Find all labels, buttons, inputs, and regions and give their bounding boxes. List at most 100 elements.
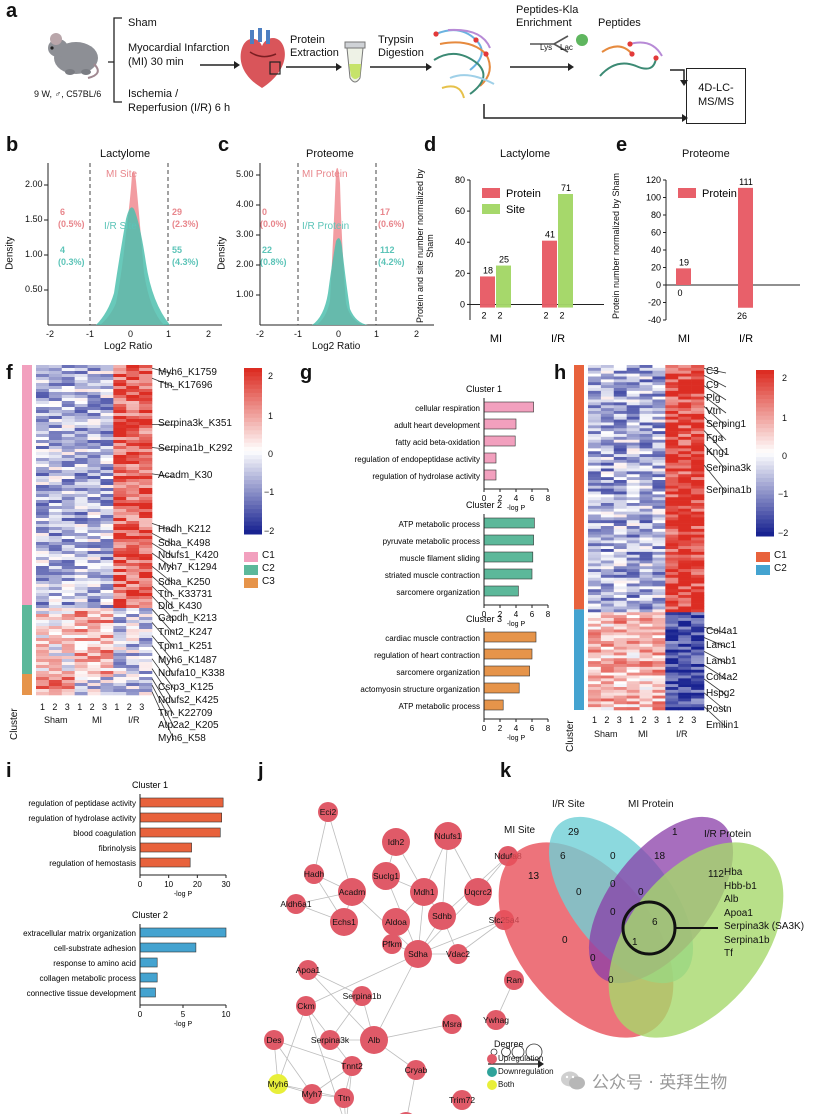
heat-cell: [36, 584, 50, 588]
heat-cell: [87, 686, 101, 690]
heat-cell: [126, 545, 140, 549]
panel-label-h: h: [554, 362, 567, 384]
heat-cell: [113, 593, 127, 597]
h-heatmap: [574, 365, 705, 711]
heat-cell: [61, 455, 75, 459]
heat-cell: [126, 647, 140, 651]
scale-step: [756, 428, 774, 433]
h-scale-tick: 0: [782, 451, 788, 461]
heat-cell: [588, 514, 602, 518]
go-term-label: sarcomere organization: [396, 588, 480, 597]
heat-cell: [139, 476, 153, 480]
heat-cell: [100, 581, 114, 585]
heat-cell: [588, 646, 602, 650]
heat-cell: [665, 503, 679, 507]
c-mi-label: MI Protein: [302, 169, 348, 180]
heat-cell: [61, 647, 75, 651]
heat-cell: [652, 572, 666, 576]
go-x-tick-label: 30: [222, 880, 231, 889]
go-x-axis-label: -log P: [174, 1021, 193, 1028]
heat-cell: [626, 520, 640, 524]
heat-cell: [600, 638, 615, 642]
heat-cell: [613, 480, 627, 484]
heat-cell: [100, 533, 114, 537]
heat-cell: [691, 531, 705, 535]
heat-cell: [87, 644, 101, 648]
heat-cell: [665, 379, 679, 383]
heat-cell: [652, 664, 666, 668]
heat-cell: [36, 593, 50, 597]
heat-cell: [613, 402, 627, 406]
heat-cell: [626, 370, 640, 374]
heat-cell: [691, 402, 705, 406]
heat-cell: [36, 482, 50, 486]
heat-cell: [113, 653, 127, 657]
network-node-sdhb: [428, 902, 456, 930]
heat-cell: [665, 382, 679, 386]
cluster-title: Cluster 2: [466, 500, 502, 510]
heat-cell: [626, 603, 640, 607]
heat-cell: [100, 662, 114, 666]
heat-cell: [126, 611, 140, 615]
arrow-to-heart: [200, 61, 240, 69]
b-mi-left: 6: [60, 207, 66, 217]
heat-cell: [126, 521, 140, 525]
heat-cell: [126, 464, 140, 468]
cluster-title: Cluster 3: [466, 614, 502, 624]
heat-cell: [36, 533, 50, 537]
heat-cell: [61, 536, 75, 540]
heat-cell: [652, 569, 666, 573]
heat-cell: [639, 606, 653, 610]
e-title: Proteome: [682, 148, 730, 160]
heat-cell: [113, 470, 127, 474]
heat-cell: [48, 395, 63, 399]
heat-cell: [139, 662, 153, 666]
heat-cell: [678, 557, 692, 561]
heat-cell: [61, 512, 75, 516]
heat-cell: [113, 635, 127, 639]
heat-cell: [639, 373, 653, 377]
heat-cell: [74, 563, 88, 567]
heat-cell: [588, 666, 602, 671]
c-ir-right: 112: [380, 245, 395, 255]
heat-cell: [600, 508, 615, 512]
heat-cell: [126, 524, 140, 528]
heat-cell: [126, 632, 140, 636]
heat-cell: [613, 379, 627, 383]
heat-cell: [61, 515, 75, 519]
heat-cell: [588, 661, 602, 665]
heat-cell: [36, 635, 50, 639]
heat-cell: [87, 671, 101, 675]
heat-cell: [665, 577, 679, 581]
c-ytick: 1.00: [236, 289, 254, 299]
heat-cell: [691, 465, 705, 469]
heat-cell: [600, 580, 615, 584]
heat-cell: [87, 449, 101, 453]
heat-cell: [691, 436, 705, 441]
heat-cell: [600, 626, 615, 630]
heat-cell: [678, 675, 692, 679]
heat-cell: [665, 546, 679, 550]
heat-cell: [613, 411, 627, 415]
heat-cell: [600, 646, 615, 650]
heat-cell: [113, 557, 127, 561]
heat-cell: [126, 692, 140, 696]
heat-cell: [126, 623, 140, 627]
arrow-to-enrichment: [510, 63, 574, 71]
heat-cell: [113, 392, 127, 396]
heat-cell: [87, 569, 101, 573]
heat-cell: [678, 500, 692, 504]
bar-value-label: 111: [739, 177, 753, 187]
heat-cell: [613, 408, 627, 412]
heat-cell: [639, 563, 653, 567]
heat-cell: [126, 449, 140, 453]
heat-cell: [126, 683, 140, 687]
heat-cell: [87, 689, 101, 693]
heat-cell: [588, 425, 602, 429]
heat-cell: [613, 595, 627, 599]
heat-cell: [87, 506, 101, 510]
heat-cell: [665, 569, 679, 573]
heat-cell: [61, 434, 75, 438]
heat-cell: [652, 580, 666, 584]
heat-cell: [665, 540, 679, 544]
